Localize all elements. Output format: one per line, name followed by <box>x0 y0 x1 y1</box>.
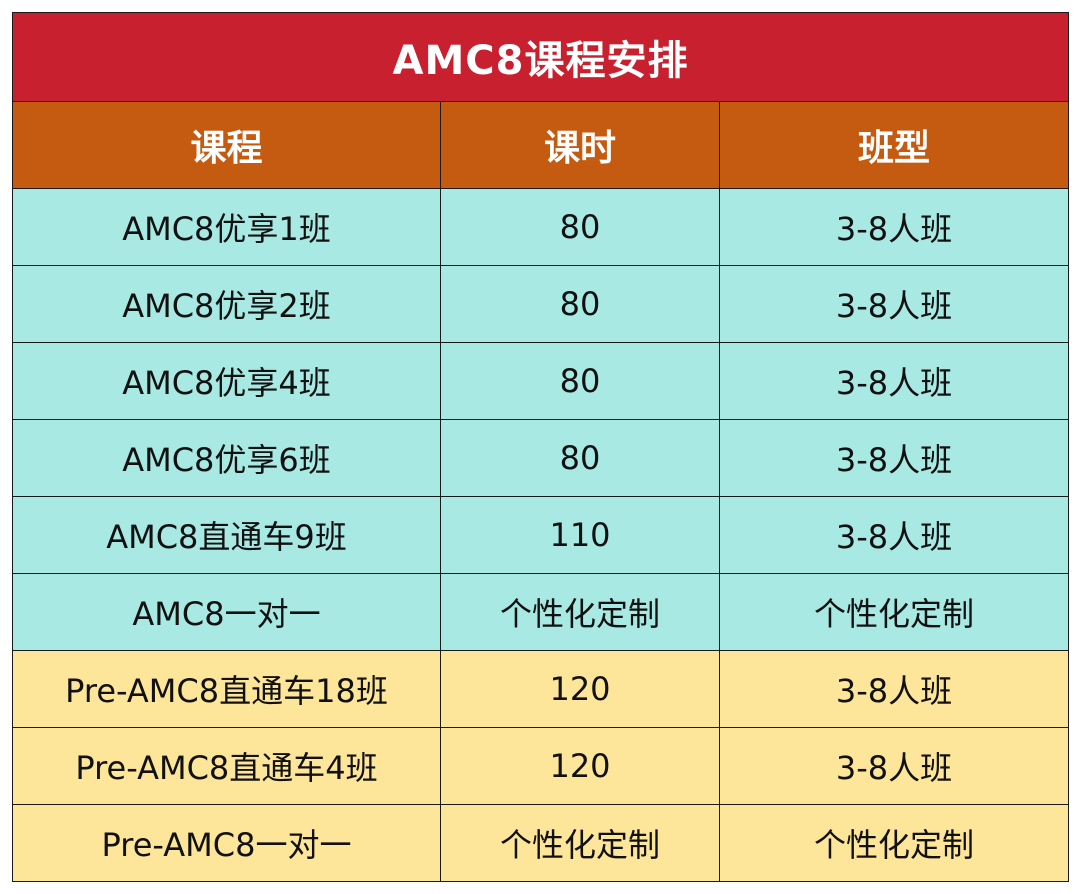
hours-cell: 个性化定制 <box>440 804 720 882</box>
course-cell: AMC8一对一 <box>12 573 441 651</box>
column-header-course: 课程 <box>12 101 441 189</box>
class-type-cell: 个性化定制 <box>719 804 1069 882</box>
table-row: Pre-AMC8直通车18班 120 3-8人班 <box>12 650 1069 728</box>
course-schedule-table-container: AMC8课程安排 课程 课时 班型 AMC8优享1班 80 3-8人班 AMC8… <box>12 12 1069 882</box>
class-type-cell: 3-8人班 <box>719 650 1069 728</box>
table-row: AMC8一对一 个性化定制 个性化定制 <box>12 573 1069 651</box>
course-cell: AMC8直通车9班 <box>12 496 441 574</box>
class-type-cell: 个性化定制 <box>719 573 1069 651</box>
course-schedule-table: AMC8课程安排 课程 课时 班型 AMC8优享1班 80 3-8人班 AMC8… <box>12 12 1069 882</box>
hours-cell: 120 <box>440 650 720 728</box>
table-row: AMC8优享4班 80 3-8人班 <box>12 342 1069 420</box>
table-row: AMC8直通车9班 110 3-8人班 <box>12 496 1069 574</box>
class-type-cell: 3-8人班 <box>719 342 1069 420</box>
course-cell: Pre-AMC8直通车18班 <box>12 650 441 728</box>
table-row: AMC8优享1班 80 3-8人班 <box>12 188 1069 266</box>
table-header-row: 课程 课时 班型 <box>12 101 1069 189</box>
hours-cell: 110 <box>440 496 720 574</box>
hours-cell: 个性化定制 <box>440 573 720 651</box>
table-title-row: AMC8课程安排 <box>12 12 1069 102</box>
hours-cell: 80 <box>440 419 720 497</box>
class-type-cell: 3-8人班 <box>719 188 1069 266</box>
table-row: Pre-AMC8一对一 个性化定制 个性化定制 <box>12 804 1069 882</box>
hours-cell: 120 <box>440 727 720 805</box>
hours-cell: 80 <box>440 188 720 266</box>
table-row: Pre-AMC8直通车4班 120 3-8人班 <box>12 727 1069 805</box>
class-type-cell: 3-8人班 <box>719 419 1069 497</box>
course-cell: AMC8优享4班 <box>12 342 441 420</box>
table-row: AMC8优享6班 80 3-8人班 <box>12 419 1069 497</box>
class-type-cell: 3-8人班 <box>719 265 1069 343</box>
table-row: AMC8优享2班 80 3-8人班 <box>12 265 1069 343</box>
course-cell: Pre-AMC8直通车4班 <box>12 727 441 805</box>
course-cell: Pre-AMC8一对一 <box>12 804 441 882</box>
hours-cell: 80 <box>440 342 720 420</box>
column-header-hours: 课时 <box>440 101 720 189</box>
class-type-cell: 3-8人班 <box>719 727 1069 805</box>
course-cell: AMC8优享2班 <box>12 265 441 343</box>
class-type-cell: 3-8人班 <box>719 496 1069 574</box>
column-header-class-type: 班型 <box>719 101 1069 189</box>
hours-cell: 80 <box>440 265 720 343</box>
table-title: AMC8课程安排 <box>12 12 1069 102</box>
course-cell: AMC8优享6班 <box>12 419 441 497</box>
course-cell: AMC8优享1班 <box>12 188 441 266</box>
